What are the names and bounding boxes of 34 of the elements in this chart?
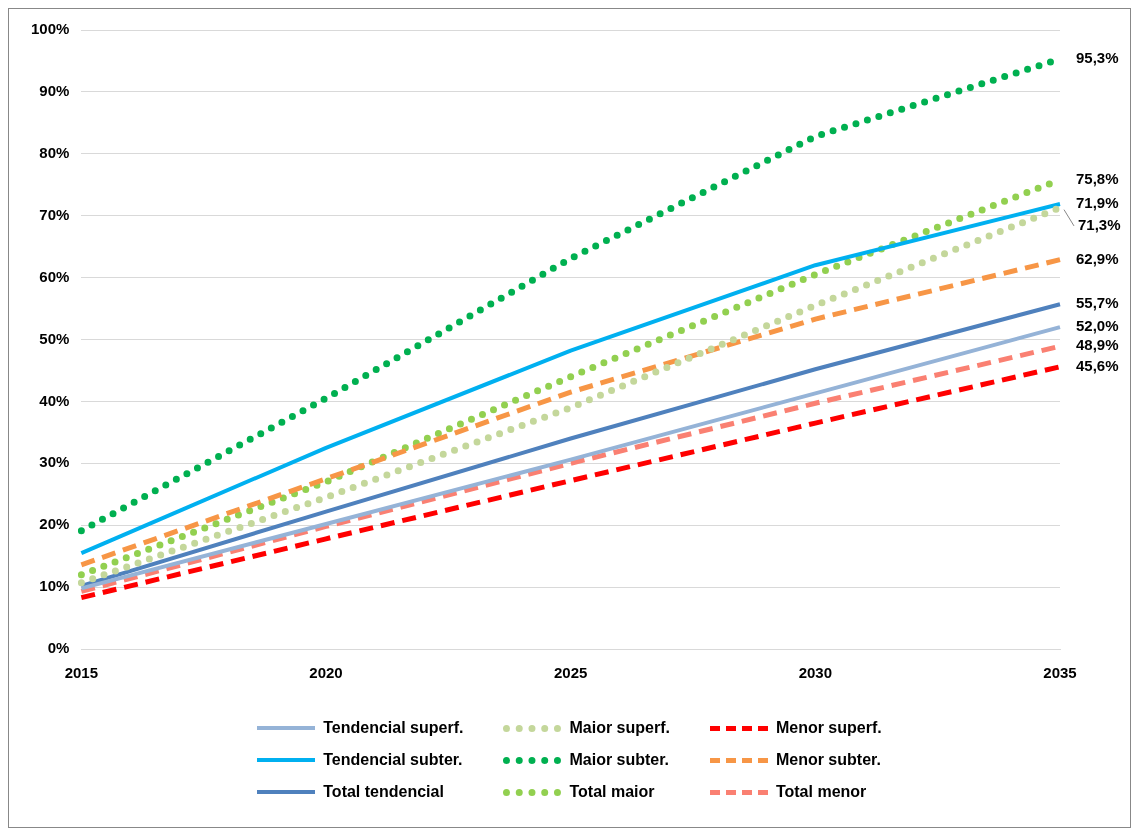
- legend-label: Total menor: [775, 783, 867, 801]
- x-tick-label: 2035: [1043, 664, 1077, 682]
- legend-label: Menor subter.: [775, 751, 881, 769]
- y-tick-label: 70%: [39, 205, 70, 223]
- y-tick-label: 40%: [39, 391, 70, 409]
- legend-label: Total maior: [569, 783, 655, 801]
- data-label: 95,3%: [1076, 49, 1119, 67]
- legend-label: Total tendencial: [323, 783, 444, 801]
- legend-label: Tendencial superf.: [323, 719, 464, 737]
- x-tick-label: 2015: [64, 664, 99, 682]
- x-tick-label: 2025: [553, 664, 588, 682]
- data-label: 52,0%: [1076, 317, 1119, 335]
- legend-label: Menor superf.: [775, 719, 882, 737]
- data-label: 75,8%: [1076, 169, 1119, 187]
- legend-label: Tendencial subter.: [323, 751, 463, 769]
- y-tick-label: 10%: [39, 577, 70, 595]
- y-tick-label: 80%: [39, 143, 70, 161]
- data-label: 62,9%: [1076, 249, 1119, 267]
- y-tick-label: 20%: [39, 515, 70, 533]
- x-tick-label: 2020: [309, 664, 343, 682]
- y-tick-label: 90%: [39, 82, 70, 100]
- x-tick-label: 2030: [798, 664, 833, 682]
- y-tick-label: 30%: [39, 453, 70, 471]
- y-tick-label: 100%: [30, 20, 70, 38]
- data-label: 71,3%: [1078, 216, 1121, 234]
- y-tick-label: 60%: [39, 267, 70, 285]
- y-tick-label: 0%: [47, 639, 70, 657]
- legend-label: Maior superf.: [569, 719, 670, 737]
- data-label: 48,9%: [1076, 336, 1119, 354]
- data-label: 71,9%: [1076, 194, 1119, 212]
- data-label: 55,7%: [1076, 294, 1119, 312]
- data-label: 45,6%: [1076, 356, 1119, 374]
- legend-label: Maior subter.: [569, 751, 670, 769]
- y-tick-label: 50%: [39, 329, 70, 347]
